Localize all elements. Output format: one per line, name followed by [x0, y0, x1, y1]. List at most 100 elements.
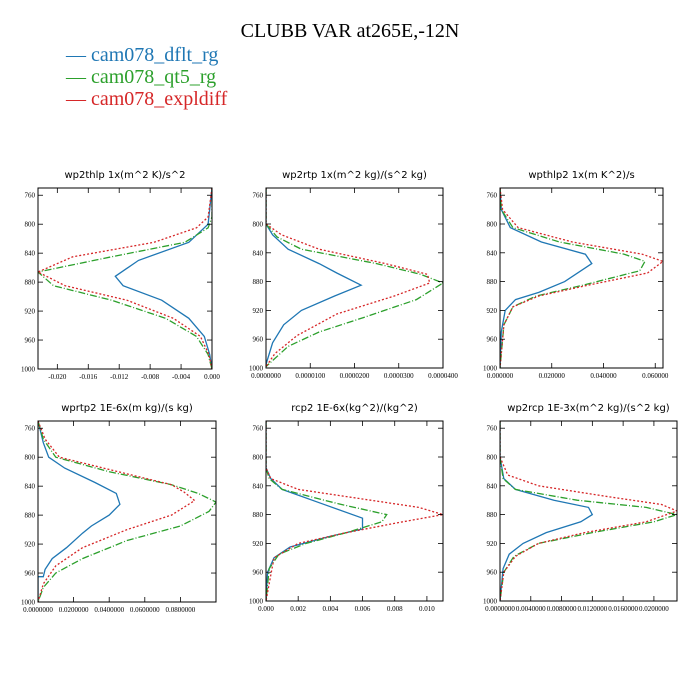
x-tick-label: 0.0040000 — [516, 605, 546, 613]
plot-frame — [37, 187, 213, 370]
panel-title: rcp2 1E-6x(kg^2)/(kg^2) — [291, 403, 418, 414]
legend: — cam078_dflt_rg — cam078_qt5_rg — cam07… — [66, 44, 227, 110]
series-line-cam078_dflt_rg — [500, 421, 594, 601]
x-tick-label: 0.0400000 — [94, 606, 124, 614]
x-tick-label: 0.0200000 — [59, 606, 89, 614]
series-line-cam078_qt5_rg — [38, 421, 216, 602]
series-line-cam078_dflt_rg — [500, 188, 593, 368]
y-tick-label: 840 — [25, 483, 36, 491]
panel-title: wprtp2 1E-6x(m kg)/(s kg) — [61, 403, 193, 414]
series-line-cam078_qt5_rg — [500, 188, 646, 368]
legend-label-dflt: cam078_dflt_rg — [91, 44, 219, 66]
y-tick-label: 880 — [25, 512, 36, 520]
legend-line-dflt: — — [66, 44, 91, 66]
series-line-cam078_expldiff — [500, 188, 663, 368]
chart-panel-1: wp2thlp 1x(m^2 K)/s^2 760 800 840 880 920 960 1… — [21, 170, 220, 381]
legend-entry-expldiff: — cam078_expldiff — [66, 88, 227, 110]
series-line-cam078_dflt_rg — [266, 421, 364, 601]
x-tick-label: 0.0200000 — [639, 605, 669, 613]
x-tick-label: 0.008 — [387, 605, 403, 613]
series-line-cam078_dflt_rg — [38, 421, 121, 602]
y-tick-label: 760 — [487, 425, 498, 433]
series-line-cam078_expldiff — [266, 421, 443, 601]
y-tick-label: 920 — [487, 540, 498, 548]
x-tick-label: 0.006 — [355, 605, 371, 613]
y-tick-label: 840 — [253, 482, 264, 490]
y-tick-label: 1000 — [483, 598, 498, 606]
y-tick-label: 880 — [25, 279, 36, 287]
y-tick-label: 760 — [487, 192, 498, 200]
plot-frame — [499, 420, 678, 602]
x-tick-label: 0.000 — [204, 373, 220, 381]
x-tick-label: -0.008 — [141, 373, 160, 381]
x-tick-label: 0.0000400 — [428, 372, 458, 380]
y-tick-label: 800 — [487, 454, 498, 462]
x-tick-label: 0.0800000 — [166, 606, 196, 614]
x-tick-label: -0.012 — [110, 373, 129, 381]
x-tick-label: 0.0600000 — [130, 606, 160, 614]
panel-title: wp2thlp 1x(m^2 K)/s^2 — [64, 170, 185, 181]
y-tick-label: 800 — [487, 221, 498, 229]
x-tick-label: 0.0000000 — [23, 606, 53, 614]
y-tick-label: 760 — [253, 192, 264, 200]
legend-label-expldiff: cam078_expldiff — [91, 88, 228, 110]
y-tick-label: 760 — [25, 192, 36, 200]
chart-panel-2: wp2rtp 1x(m^2 kg)/(s^2 kg) 760 800 840 880 92… — [249, 170, 458, 380]
x-tick-label: 0.000000 — [487, 372, 514, 380]
y-tick-label: 800 — [253, 454, 264, 462]
y-tick-label: 920 — [25, 308, 36, 316]
panel-title: wp2rtp 1x(m^2 kg)/(s^2 kg) — [282, 170, 427, 181]
y-tick-label: 920 — [487, 307, 498, 315]
panel-title: wp2rcp 1E-3x(m^2 kg)/(s^2 kg) — [507, 403, 670, 414]
x-tick-label: -0.004 — [172, 373, 191, 381]
y-tick-label: 840 — [487, 249, 498, 257]
plot-frame — [265, 187, 444, 369]
chart-panel-5: rcp2 1E-6x(kg^2)/(kg^2) 760 800 840 880 920 96… — [249, 403, 444, 613]
y-tick-label: 800 — [25, 221, 36, 229]
y-tick-label: 880 — [487, 511, 498, 519]
plot-frame — [37, 420, 217, 603]
y-tick-label: 1000 — [249, 365, 264, 373]
y-tick-label: 800 — [25, 454, 36, 462]
y-tick-label: 960 — [253, 569, 264, 577]
y-tick-label: 960 — [487, 336, 498, 344]
chart-panel-4: wprtp2 1E-6x(m kg)/(s kg) 760 800 840 880 920… — [21, 403, 217, 614]
y-tick-label: 920 — [253, 540, 264, 548]
y-tick-label: 920 — [253, 307, 264, 315]
y-tick-label: 760 — [25, 425, 36, 433]
legend-line-qt5: — — [66, 66, 91, 88]
x-tick-label: 0.040000 — [590, 372, 617, 380]
series-line-cam078_expldiff — [500, 421, 677, 601]
y-tick-label: 760 — [253, 425, 264, 433]
y-tick-label: 840 — [487, 482, 498, 490]
series-line-cam078_qt5_rg — [500, 421, 677, 601]
y-tick-label: 1000 — [21, 366, 36, 374]
y-tick-label: 840 — [25, 250, 36, 258]
legend-line-expldiff: — — [66, 88, 91, 110]
x-tick-label: 0.0000200 — [340, 372, 370, 380]
y-tick-label: 1000 — [21, 599, 36, 607]
x-tick-label: -0.016 — [79, 373, 98, 381]
y-tick-label: 880 — [487, 278, 498, 286]
legend-entry-qt5: — cam078_qt5_rg — [66, 66, 227, 88]
panel-title: wpthlp2 1x(m K^2)/s — [528, 170, 634, 181]
x-tick-label: 0.0000300 — [384, 372, 414, 380]
series-line-cam078_expldiff — [266, 188, 431, 367]
x-tick-label: 0.0000000 — [485, 605, 515, 613]
x-tick-label: 0.0000000 — [251, 372, 281, 380]
y-tick-label: 960 — [487, 569, 498, 577]
y-tick-label: 960 — [253, 336, 264, 344]
series-line-cam078_expldiff — [38, 421, 196, 602]
x-tick-label: 0.0120000 — [577, 605, 607, 613]
figure-title: CLUBB VAR at265E,-12N — [240, 20, 460, 42]
x-tick-label: 0.0160000 — [608, 605, 638, 613]
series-line-cam078_dflt_rg — [114, 188, 212, 369]
y-tick-label: 840 — [253, 249, 264, 257]
series-line-cam078_qt5_rg — [266, 421, 388, 601]
plot-frame — [265, 420, 444, 602]
x-tick-label: 0.020000 — [539, 372, 566, 380]
series-line-cam078_qt5_rg — [266, 188, 443, 368]
plot-frame — [499, 187, 664, 369]
